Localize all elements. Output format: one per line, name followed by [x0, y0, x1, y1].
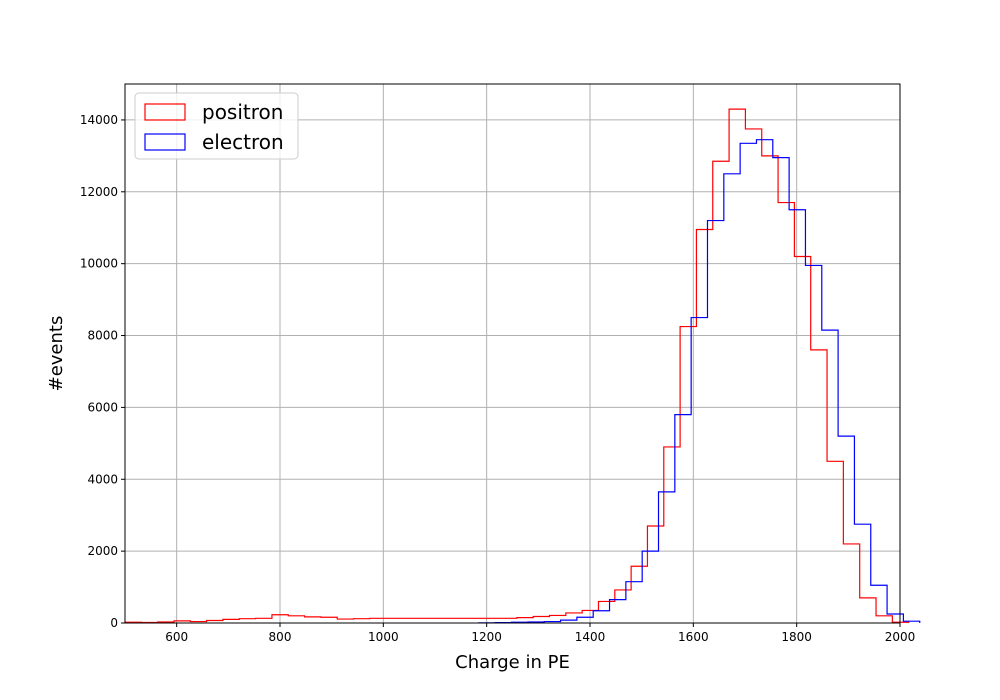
x-tick-label: 1400	[575, 630, 606, 644]
x-tick-label: 600	[165, 630, 188, 644]
x-tick-label: 1000	[368, 630, 399, 644]
x-tick-label: 800	[269, 630, 292, 644]
series-group	[124, 108, 921, 624]
histogram-electron	[478, 139, 921, 624]
histogram-positron	[124, 108, 910, 624]
y-tick-label: 2000	[87, 544, 118, 558]
legend-swatch-positron	[144, 103, 186, 121]
legend-label-electron: electron	[202, 130, 284, 154]
x-tick-label: 1800	[781, 630, 812, 644]
y-tick-label: 14000	[80, 113, 118, 127]
y-axis-ticks: 0 2000 4000 6000 8000 10000 12000 14000	[80, 113, 125, 630]
y-tick-label: 0	[110, 616, 118, 630]
x-tick-label: 2000	[885, 630, 916, 644]
y-tick-label: 6000	[87, 400, 118, 414]
y-tick-label: 8000	[87, 329, 118, 343]
y-tick-label: 4000	[87, 472, 118, 486]
y-axis-title: #events	[46, 316, 67, 392]
legend-swatch-electron	[144, 133, 186, 151]
y-tick-label: 10000	[80, 257, 118, 271]
plot-frame	[124, 83, 901, 624]
legend-label-positron: positron	[202, 100, 283, 124]
x-axis-title: Charge in PE	[455, 652, 570, 673]
legend: positron electron	[134, 92, 299, 160]
x-tick-label: 1200	[471, 630, 502, 644]
x-axis-ticks: 600 800 1000 1200 1400 1600 1800 2000	[165, 623, 915, 644]
y-tick-label: 12000	[80, 185, 118, 199]
legend-box	[134, 92, 299, 160]
x-tick-label: 1600	[678, 630, 709, 644]
